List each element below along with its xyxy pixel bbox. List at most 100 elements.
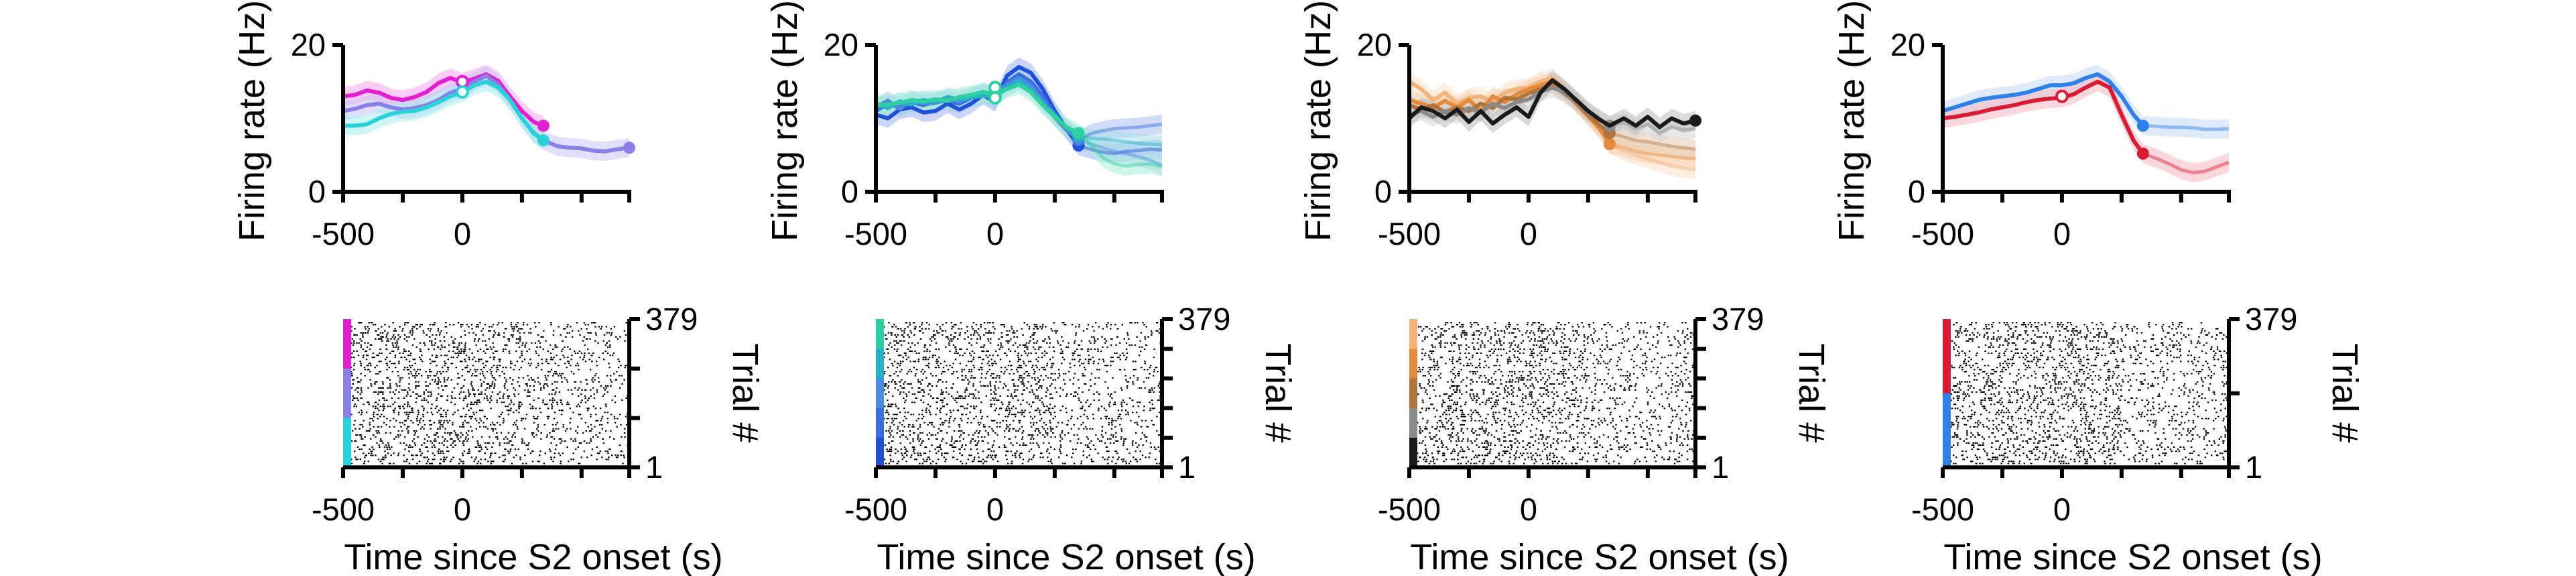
raster-y-label: Trial #: [725, 343, 765, 443]
series-line-faded: [1078, 134, 1163, 147]
ci-band: [343, 66, 629, 162]
raster-panel-4: [1941, 317, 2240, 478]
series-line-faded: [2142, 123, 2230, 131]
series-line-faded: [1609, 131, 1696, 151]
series-line-faded: [1077, 131, 1163, 169]
condition-strip: [876, 349, 884, 379]
ci-band: [1943, 64, 2229, 139]
spike-raster: [350, 322, 631, 465]
raster-y-tick-label: 379: [1712, 301, 1764, 337]
y-tick-label: 20: [1357, 27, 1392, 62]
ci-band: [1943, 72, 2229, 182]
series-line: [343, 79, 545, 142]
x-tick-label: 0: [1520, 216, 1537, 251]
condition-strip: [1409, 319, 1417, 349]
series-line: [342, 73, 630, 154]
raster-y-tick-label: 379: [2245, 301, 2297, 337]
condition-strip: [876, 319, 884, 349]
series-endpoint: [537, 119, 550, 132]
x-tick-label: -500: [1911, 216, 1974, 251]
series-line-faded: [1078, 143, 1163, 156]
y-tick-label: 0: [1374, 174, 1392, 209]
x-tick-label: -500: [844, 492, 907, 527]
psth-panel-4: [1932, 43, 2231, 203]
x-tick-label: 0: [986, 492, 1004, 527]
x-axis-label: Time since S2 onset (s): [1943, 537, 2322, 576]
x-tick-label: -500: [844, 216, 907, 251]
y-tick-label: 20: [291, 27, 326, 62]
x-tick-label: 0: [986, 216, 1004, 251]
raster-y-label: Trial #: [2325, 343, 2365, 443]
x-tick-label: -500: [312, 492, 375, 527]
raster-y-label: Trial #: [1258, 343, 1298, 443]
x-tick-label: 0: [2053, 216, 2071, 251]
series-line-faded: [1078, 122, 1163, 142]
x-axis-label: Time since S2 onset (s): [877, 537, 1255, 576]
condition-strip: [1943, 319, 1951, 394]
series-line-faded: [1608, 142, 1696, 172]
series-line: [1407, 78, 1696, 129]
condition-strip: [876, 437, 884, 468]
condition-strip: [1409, 378, 1417, 409]
series-endpoint: [1072, 127, 1085, 139]
ci-band: [343, 72, 543, 150]
condition-strip: [343, 368, 351, 418]
series-endpoint: [1603, 137, 1616, 150]
x-tick-label: 0: [454, 216, 471, 251]
series-endpoint: [2136, 119, 2149, 132]
series-line-faded: [1609, 121, 1696, 135]
raster-panel-2: [874, 317, 1173, 478]
raster-y-tick-label: 379: [645, 301, 698, 337]
series-endpoint: [537, 134, 550, 147]
condition-strip: [1943, 393, 1951, 468]
condition-strip: [876, 408, 884, 439]
series-line-faded: [2142, 152, 2230, 175]
raster-y-tick-label: 379: [1178, 301, 1230, 337]
raster-y-label: Trial #: [1791, 343, 1831, 443]
y-axis-label: Firing rate (Hz): [1298, 0, 1338, 241]
psth-panel-2: [865, 43, 1164, 203]
series-line: [875, 64, 1080, 147]
condition-strip: [343, 319, 351, 369]
raster-panel-1: [341, 317, 640, 478]
raster-y-tick-label: 1: [645, 449, 663, 485]
series-endpoint: [1689, 114, 1701, 127]
psth-panel-1: [332, 43, 635, 203]
condition-strip: [1409, 408, 1417, 439]
raster-y-tick-label: 1: [2245, 449, 2262, 485]
condition-strip: [1409, 437, 1417, 468]
series-endpoint: [623, 141, 635, 154]
x-axis-label: Time since S2 onset (s): [1410, 537, 1789, 576]
x-tick-label: 0: [454, 492, 471, 527]
x-tick-label: -500: [312, 216, 375, 251]
y-axis-label: Firing rate (Hz): [1831, 0, 1872, 241]
y-axis-label: Firing rate (Hz): [765, 0, 805, 241]
y-tick-label: 20: [824, 27, 858, 62]
marker-ring: [2055, 89, 2069, 103]
y-tick-label: 0: [1908, 174, 1925, 209]
marker-ring: [988, 91, 1002, 105]
y-axis-label: Firing rate (Hz): [232, 0, 272, 241]
spike-raster: [1950, 322, 2231, 465]
spike-raster: [883, 322, 1163, 465]
x-tick-label: 0: [2053, 492, 2071, 527]
series-line-faded: [1078, 137, 1163, 167]
y-tick-label: 0: [841, 174, 858, 209]
y-tick-label: 20: [1890, 27, 1925, 62]
psth-panel-3: [1399, 43, 1701, 203]
condition-strip: [876, 378, 884, 409]
x-tick-label: 0: [1520, 492, 1537, 527]
raster-y-tick-label: 1: [1712, 449, 1729, 485]
raster-y-tick-label: 1: [1178, 449, 1196, 485]
x-tick-label: -500: [1378, 216, 1441, 251]
x-tick-label: -500: [1911, 492, 1974, 527]
series-line: [1942, 72, 2145, 127]
y-tick-label: 0: [308, 174, 326, 209]
series-line: [342, 72, 544, 128]
spike-raster: [1417, 322, 1697, 465]
x-tick-label: -500: [1378, 492, 1441, 527]
series-line: [875, 82, 1080, 135]
raster-panel-3: [1407, 317, 1706, 478]
condition-strip: [1409, 349, 1417, 379]
